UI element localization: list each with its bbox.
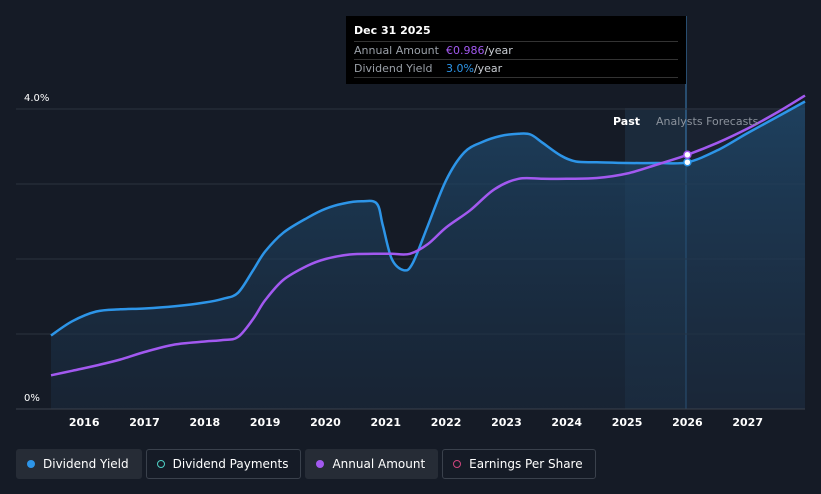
tooltip-dividend-yield-value: 3.0% bbox=[446, 62, 474, 75]
x-tick-label: 2018 bbox=[190, 416, 221, 429]
annual-amount-line bbox=[50, 94, 806, 377]
x-tick-label: 2021 bbox=[370, 416, 401, 429]
tooltip: Dec 31 2025 Annual Amount €0.986 /year D… bbox=[346, 16, 686, 84]
tooltip-annual-amount-value: €0.986 bbox=[446, 44, 485, 57]
tooltip-dividend-yield-unit: /year bbox=[473, 62, 503, 75]
legend-annual-amount[interactable]: Annual Amount bbox=[305, 449, 439, 479]
tooltip-annual-amount-label: Annual Amount bbox=[354, 44, 439, 57]
y-tick-bottom: 0% bbox=[24, 393, 40, 404]
legend-dividend-yield-label: Dividend Yield bbox=[43, 457, 129, 471]
dividend-payments-ring-icon bbox=[156, 460, 165, 468]
tooltip-dividend-yield-label: Dividend Yield bbox=[354, 62, 433, 75]
dividend-yield-marker bbox=[683, 158, 692, 167]
tooltip-date: Dec 31 2025 bbox=[354, 24, 678, 42]
legend-earnings-per-share-label: Earnings Per Share bbox=[469, 457, 583, 471]
legend: Dividend Yield Dividend Payments Annual … bbox=[16, 449, 596, 479]
x-tick-label: 2022 bbox=[431, 416, 462, 429]
dividend-yield-area bbox=[51, 101, 805, 409]
x-tick-label: 2023 bbox=[491, 416, 522, 429]
x-tick-label: 2019 bbox=[250, 416, 281, 429]
forecast-label: Analysts Forecasts bbox=[656, 115, 759, 128]
legend-dividend-yield[interactable]: Dividend Yield bbox=[16, 449, 142, 479]
y-tick-top: 4.0% bbox=[24, 93, 49, 104]
tooltip-annual-amount-unit: /year bbox=[484, 44, 513, 57]
annual-amount-dot-icon bbox=[316, 460, 325, 468]
dividend-yield-line bbox=[50, 100, 806, 337]
dividend-yield-dot-icon bbox=[27, 460, 35, 468]
past-label: Past bbox=[613, 115, 640, 128]
x-tick-label: 2017 bbox=[129, 416, 160, 429]
x-tick-labels: 2016 2017 2018 2019 2020 2021 2022 2023 2024 2025… bbox=[69, 416, 763, 429]
legend-dividend-payments-label: Dividend Payments bbox=[172, 457, 289, 471]
legend-annual-amount-label: Annual Amount bbox=[332, 457, 426, 471]
x-tick-label: 2020 bbox=[310, 416, 341, 429]
annual-amount-marker bbox=[683, 150, 692, 159]
x-tick-label: 2016 bbox=[69, 416, 100, 429]
tooltip-dividend-yield-row: Dividend Yield 3.0% /year bbox=[354, 60, 678, 78]
legend-earnings-per-share[interactable]: Earnings Per Share bbox=[442, 449, 596, 479]
earnings-per-share-ring-icon bbox=[453, 460, 462, 468]
x-tick-label: 2027 bbox=[732, 416, 763, 429]
tooltip-annual-amount-row: Annual Amount €0.986 /year bbox=[354, 42, 678, 60]
x-tick-label: 2024 bbox=[551, 416, 582, 429]
x-tick-label: 2025 bbox=[612, 416, 643, 429]
x-tick-label: 2026 bbox=[672, 416, 703, 429]
legend-dividend-payments[interactable]: Dividend Payments bbox=[145, 449, 302, 479]
